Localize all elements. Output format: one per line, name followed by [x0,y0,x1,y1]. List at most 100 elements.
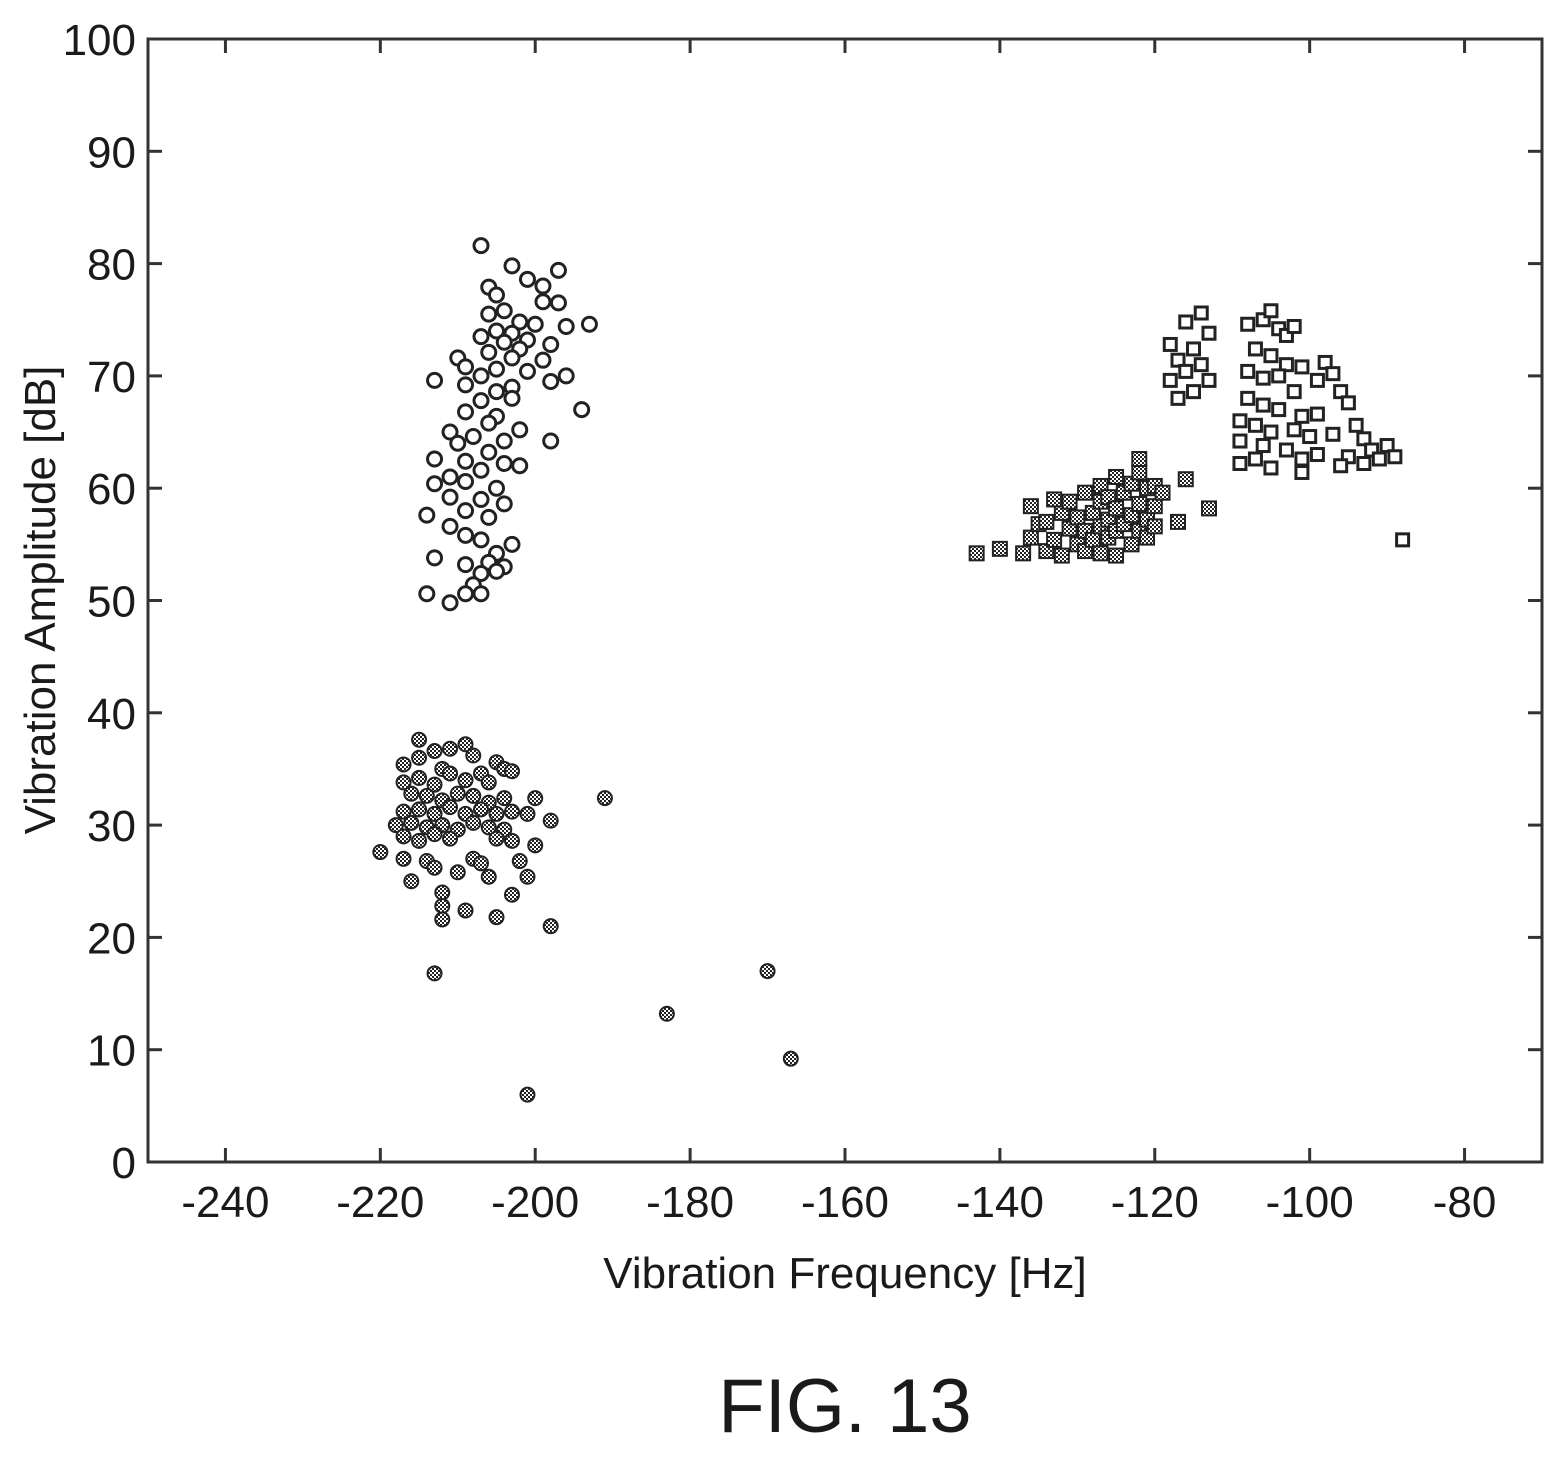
data-point [464,428,482,446]
data-point [542,918,559,935]
data-point [542,432,560,450]
data-point [542,812,559,829]
data-point [534,277,552,295]
data-point [542,335,560,353]
data-point [442,765,459,782]
data-point [1131,451,1148,468]
data-point [457,472,475,490]
data-point [488,286,505,304]
data-point [480,774,497,791]
data-point [441,468,459,486]
data-point [503,763,520,780]
data-point [1294,408,1310,424]
y-tick-label: 100 [63,16,136,65]
data-point [1340,395,1356,411]
y-tick-label: 50 [87,578,136,627]
data-point [1162,372,1178,388]
y-tick-label: 60 [87,465,136,514]
data-point [480,305,498,323]
data-point [1387,449,1403,465]
data-point [1186,341,1201,357]
x-tick-label: -160 [801,1178,889,1227]
data-point [441,423,459,441]
data-point [1178,314,1194,330]
data-point [1294,464,1310,480]
data-point [1255,370,1271,386]
data-point [1177,471,1194,488]
data-point [457,376,475,394]
data-point [1247,417,1263,433]
data-point [457,526,475,544]
data-point [1325,366,1341,382]
x-tick-label: -240 [181,1178,269,1227]
y-tick-label: 10 [87,1027,136,1076]
data-point [480,508,498,526]
data-point [457,403,475,421]
data-point [1294,359,1310,375]
data-point [472,490,490,508]
data-point [1232,413,1248,429]
data-point [426,859,443,876]
data-point [472,565,490,583]
data-point [387,817,404,834]
data-point [488,909,505,926]
data-point [1077,484,1094,501]
data-point [1371,451,1387,467]
data-point [1186,384,1201,400]
data-point [511,313,529,331]
data-point [426,549,444,567]
data-point [441,594,459,612]
data-point [442,740,459,757]
data-point [519,1086,536,1103]
data-point [1170,390,1186,406]
data-point [1255,397,1271,413]
data-point [480,868,497,885]
data-point [1395,532,1411,548]
data-point [1092,545,1109,562]
x-tick-label: -80 [1433,1178,1497,1227]
data-point [488,805,505,822]
data-point [465,747,482,764]
data-point [488,383,505,401]
data-point [1053,547,1070,564]
data-point [511,457,529,475]
data-point [418,787,435,804]
data-point [1170,352,1186,368]
data-point [1154,484,1171,501]
data-point [1286,384,1302,400]
y-tick-label: 80 [87,241,136,290]
data-point [580,315,598,333]
x-tick-label: -100 [1266,1178,1354,1227]
data-point [457,902,474,919]
data-point [1271,368,1287,384]
data-point [457,585,475,603]
data-point [1317,354,1333,370]
x-tick-label: -220 [336,1178,424,1227]
data-point [1286,318,1302,334]
data-point [1108,500,1125,517]
data-point [426,826,443,843]
data-point [1271,402,1287,418]
data-point [457,452,475,470]
data-point [488,479,505,497]
data-point [782,1050,799,1067]
data-point [426,450,444,468]
y-tick-label: 70 [87,353,136,402]
data-point [557,367,575,385]
data-point [426,475,444,493]
axis-ticks [148,37,1542,1164]
data-point [1162,336,1178,352]
data-point [518,270,536,288]
data-point [1193,357,1209,373]
data-point [1123,536,1140,553]
data-point [395,850,412,867]
data-point [395,803,412,820]
data-point [1247,341,1263,357]
data-point [503,803,520,820]
data-point [426,965,443,982]
data-point [403,873,420,890]
data-point [434,911,451,928]
data-point [1131,495,1148,512]
data-point [1263,424,1279,440]
data-point [1146,518,1163,535]
